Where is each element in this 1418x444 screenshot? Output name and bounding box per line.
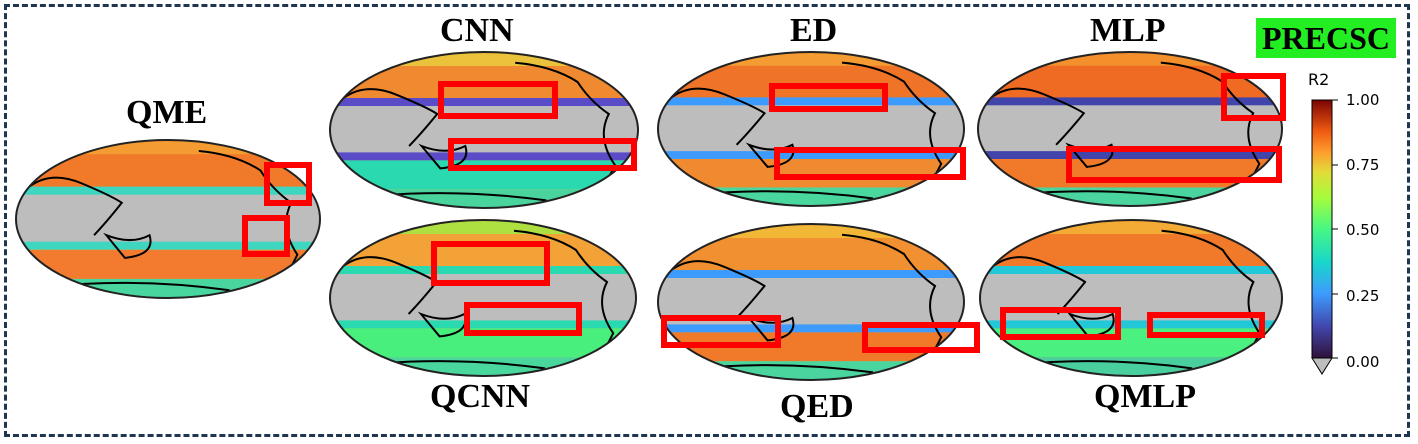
highlight-box bbox=[1003, 310, 1118, 337]
highlight-box bbox=[451, 141, 634, 168]
highlight-box bbox=[777, 150, 963, 177]
colorbar-title: R2 bbox=[1308, 70, 1329, 89]
highlight-box bbox=[772, 86, 885, 109]
colorbar-tick: 1.00 bbox=[1346, 92, 1379, 108]
highlight-box bbox=[245, 218, 287, 254]
colorbar-tick: 0.25 bbox=[1346, 288, 1379, 304]
highlight-box bbox=[1069, 149, 1279, 180]
highlight-box bbox=[865, 325, 977, 350]
highlight-box bbox=[664, 318, 778, 345]
colorbar-tick: 0.75 bbox=[1346, 157, 1379, 173]
highlight-box bbox=[1224, 76, 1283, 118]
highlight-box bbox=[467, 305, 579, 333]
highlight-box bbox=[441, 84, 555, 116]
colorbar-tick: 0.00 bbox=[1346, 354, 1379, 370]
highlight-box bbox=[267, 165, 309, 203]
colorbar-tick-marks bbox=[1332, 92, 1342, 382]
colorbar-tick: 0.50 bbox=[1346, 222, 1379, 238]
highlight-box bbox=[434, 244, 547, 283]
highlight-box bbox=[1150, 315, 1262, 335]
